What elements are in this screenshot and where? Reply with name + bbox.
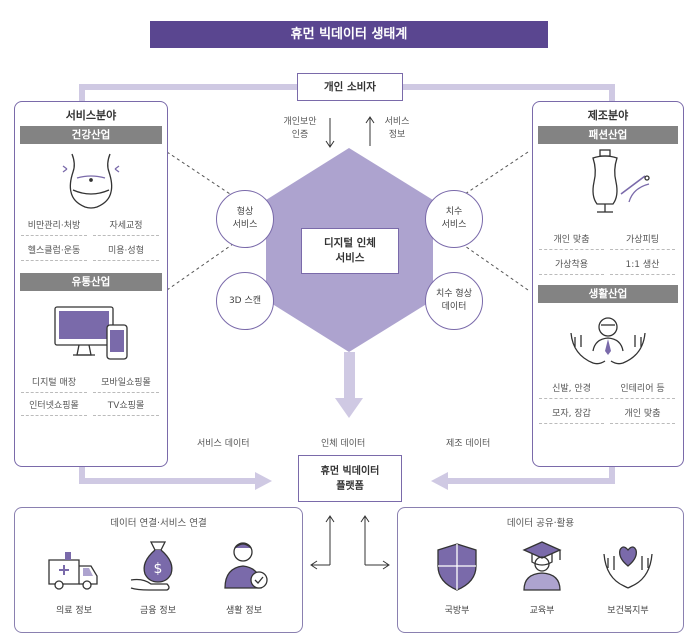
list-item: 모자, 장갑 [539, 406, 604, 424]
ambulance-icon [48, 552, 98, 590]
heart-hands-icon [603, 546, 653, 589]
data-sharing-panel: 데이터 공유·활용 국방부 교육부 보건복지부 [397, 507, 684, 633]
person-check-icon [224, 542, 268, 589]
fashion-items: 개인 맞춤 가상피팅 가상착용 1:1 생산 [533, 232, 683, 275]
list-item: 1:1 생산 [610, 257, 675, 275]
list-item: 자세교정 [93, 218, 159, 236]
body-waist-icon [62, 153, 120, 209]
service-field-panel: 서비스분야 건강산업 비만관리·처방 자세교정 헬스클럽·운동 미용·성형 유통… [14, 101, 168, 467]
retail-industry-header: 유통산업 [20, 273, 162, 291]
consumer-right-label: 서비스 정보 [384, 117, 410, 140]
size-shape-data-circle: 치수 형상 데이터 [425, 272, 483, 330]
health-welfare-ministry-label: 보건복지부 [607, 606, 649, 616]
digital-body-service-box: 디지털 인체 서비스 [301, 228, 399, 274]
life-info-label: 생활 정보 [226, 606, 262, 616]
consumer-box: 개인 소비자 [297, 73, 403, 101]
svg-text:$: $ [154, 561, 163, 577]
person-hands-icon [570, 317, 646, 365]
data-sharing-title: 데이터 공유·활용 [506, 518, 575, 529]
list-item: 인터넷쇼핑몰 [21, 398, 87, 416]
consumer-left-label: 개인보안 인증 [283, 117, 317, 140]
list-item: 가상착용 [539, 257, 604, 275]
devices-icon [54, 306, 128, 360]
size-service-circle: 치수 서비스 [425, 190, 483, 248]
money-bag-icon: $ [130, 541, 173, 591]
list-item: 모바일쇼핑몰 [93, 375, 159, 393]
data-connection-title: 데이터 연결·서비스 연결 [110, 518, 207, 529]
manufacturing-field-title: 제조분야 [587, 109, 629, 122]
list-item: 미용·성형 [93, 243, 159, 261]
health-items: 비만관리·처방 자세교정 헬스클럽·운동 미용·성형 [15, 218, 167, 261]
education-ministry-label: 교육부 [529, 606, 555, 616]
list-item: 개인 맞춤 [539, 232, 604, 250]
living-industry-header: 생활산업 [538, 285, 678, 303]
service-field-title: 서비스분야 [65, 109, 117, 122]
fashion-industry-header: 패션산업 [538, 126, 678, 144]
health-industry-header: 건강산업 [20, 126, 162, 144]
list-item: 개인 맞춤 [610, 406, 675, 424]
list-item: 신발, 안경 [539, 381, 604, 399]
page-title: 휴먼 빅데이터 생태계 [150, 21, 548, 48]
manufacturing-field-panel: 제조분야 패션산업 개인 맞춤 가상피팅 가상착용 1:1 생산 생활산업 [532, 101, 684, 467]
list-item: 비만관리·처방 [21, 218, 87, 236]
scan-3d-circle: 3D 스캔 [216, 272, 274, 330]
list-item: 인테리어 등 [610, 381, 675, 399]
service-data-label: 서비스 데이터 [197, 439, 250, 449]
body-data-label: 인체 데이터 [321, 439, 366, 449]
mannequin-icon [592, 149, 650, 213]
manufacturing-data-label: 제조 데이터 [446, 439, 491, 449]
retail-items: 디지털 매장 모바일쇼핑몰 인터넷쇼핑몰 TV쇼핑몰 [15, 375, 167, 416]
medical-info-label: 의료 정보 [56, 606, 92, 616]
graduate-icon [522, 541, 562, 591]
defense-ministry-label: 국방부 [444, 606, 470, 616]
consumer-label: 개인 소비자 [324, 81, 376, 93]
shield-icon [437, 543, 477, 591]
shape-service-circle: 형상 서비스 [216, 190, 274, 248]
finance-info-label: 금융 정보 [140, 606, 176, 616]
list-item: 디지털 매장 [21, 375, 87, 393]
data-connection-panel: 데이터 연결·서비스 연결 $ 의료 정보 금융 정보 생활 정보 [14, 507, 303, 633]
platform-box: 휴먼 빅데이터 플랫폼 [298, 455, 402, 502]
list-item: TV쇼핑몰 [93, 398, 159, 416]
list-item: 가상피팅 [610, 232, 675, 250]
living-items: 신발, 안경 인테리어 등 모자, 장갑 개인 맞춤 [533, 381, 683, 424]
list-item: 헬스클럽·운동 [21, 243, 87, 261]
